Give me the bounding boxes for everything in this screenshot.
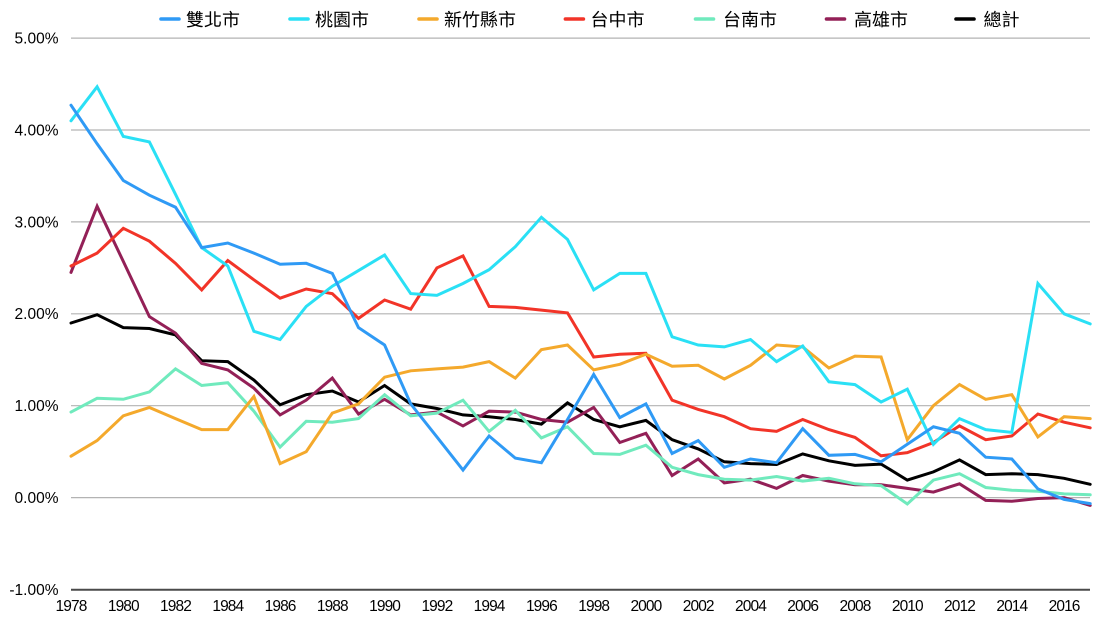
svg-text:4.00%: 4.00% — [15, 122, 59, 139]
svg-text:2016: 2016 — [1049, 598, 1080, 615]
svg-text:1980: 1980 — [108, 598, 140, 615]
svg-text:1998: 1998 — [578, 598, 609, 615]
svg-text:2000: 2000 — [630, 598, 662, 615]
svg-text:-1.00%: -1.00% — [9, 582, 58, 599]
svg-text:1978: 1978 — [56, 598, 87, 615]
svg-text:1996: 1996 — [526, 598, 557, 615]
svg-text:1.00%: 1.00% — [15, 398, 59, 415]
svg-text:1984: 1984 — [212, 598, 244, 615]
svg-text:2002: 2002 — [683, 598, 714, 615]
svg-text:2010: 2010 — [892, 598, 924, 615]
svg-text:2004: 2004 — [735, 598, 767, 615]
svg-text:3.00%: 3.00% — [15, 214, 59, 231]
svg-text:2014: 2014 — [996, 598, 1028, 615]
svg-text:5.00%: 5.00% — [15, 31, 59, 48]
svg-text:0.00%: 0.00% — [15, 490, 59, 507]
svg-text:1986: 1986 — [265, 598, 296, 615]
svg-text:2006: 2006 — [787, 598, 818, 615]
svg-text:1994: 1994 — [474, 598, 506, 615]
svg-text:1982: 1982 — [160, 598, 191, 615]
svg-text:2012: 2012 — [944, 598, 975, 615]
svg-text:2.00%: 2.00% — [15, 306, 59, 323]
svg-text:2008: 2008 — [840, 598, 871, 615]
svg-text:1990: 1990 — [369, 598, 401, 615]
svg-text:1988: 1988 — [317, 598, 348, 615]
svg-text:1992: 1992 — [421, 598, 452, 615]
